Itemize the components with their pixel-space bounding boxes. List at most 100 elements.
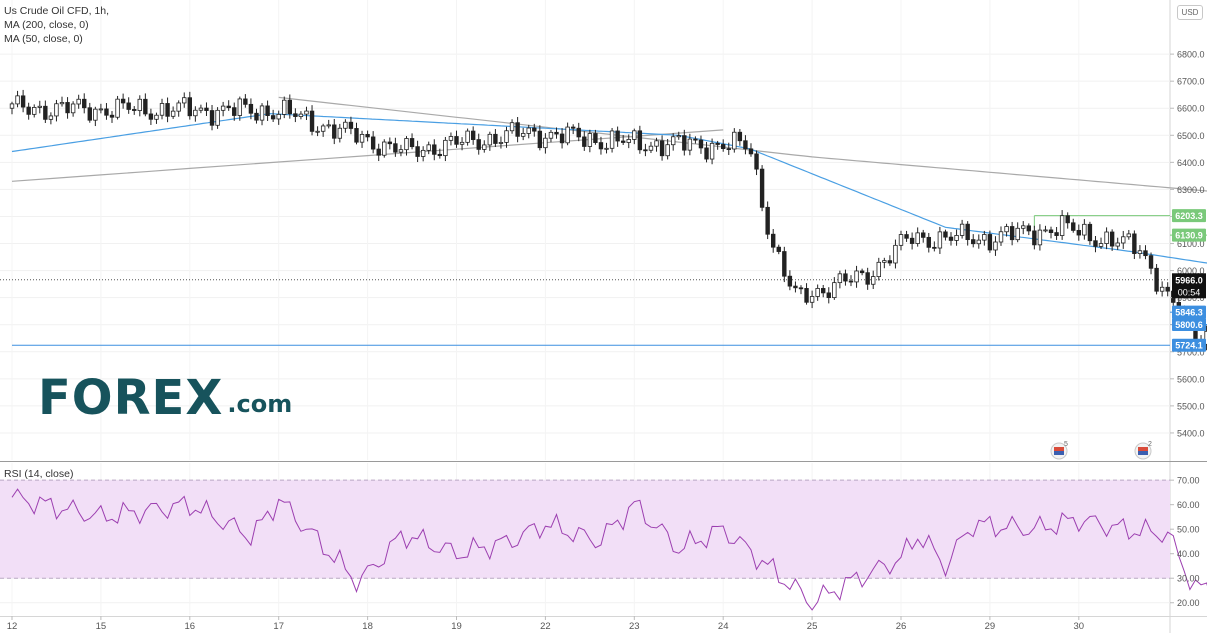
- event-flag[interactable]: 2: [1134, 441, 1152, 460]
- candle-body: [1137, 250, 1143, 254]
- candle-body: [732, 131, 737, 150]
- candle-body: [648, 145, 654, 151]
- candle-body: [309, 110, 315, 132]
- candle-body: [909, 237, 915, 244]
- candle-body: [1087, 223, 1093, 242]
- candle-body: [682, 135, 687, 151]
- price-tick-label: 6600.0: [1177, 104, 1205, 114]
- candle-body: [965, 223, 970, 241]
- ma50-legend[interactable]: MA (50, close, 0): [4, 33, 83, 45]
- time-tick-label: 18: [362, 621, 373, 632]
- candle-body: [126, 102, 131, 110]
- price-labels: 6203.3 6130.9 5846.3 5800.6 5724.1 5966.0 00:5…: [1172, 209, 1206, 352]
- candle-body: [765, 206, 770, 235]
- candle-body: [404, 138, 409, 151]
- candle-body: [587, 133, 593, 147]
- candle-body: [1004, 226, 1009, 233]
- rsi-band: [0, 480, 1170, 579]
- candle-body: [993, 241, 998, 251]
- candle-body: [20, 95, 26, 108]
- candle-body: [598, 142, 604, 150]
- candle-body: [454, 136, 459, 145]
- candle-body: [487, 133, 493, 146]
- candle-body: [1082, 223, 1087, 236]
- candle-body: [37, 105, 42, 108]
- candle-body: [998, 231, 1004, 243]
- price-tick-label: 6500.0: [1177, 131, 1205, 141]
- candle-body: [1109, 231, 1115, 247]
- rsi-line: [11, 488, 1207, 611]
- candle-body: [304, 110, 309, 115]
- candle-body: [921, 232, 926, 238]
- candle-body: [721, 144, 726, 149]
- candle-body: [954, 235, 959, 241]
- rsi-tick-label: 20.00: [1177, 598, 1200, 608]
- flag-stripe: [1138, 447, 1148, 451]
- candle-body: [776, 246, 781, 252]
- candle-body: [259, 105, 265, 121]
- candle-body: [576, 127, 581, 138]
- candle-body: [848, 280, 854, 283]
- candle-body: [248, 103, 254, 114]
- candle-body: [198, 107, 204, 111]
- time-axis[interactable]: 12 15 16 17 18 19 22 23 24 25 26 29 30: [7, 616, 1084, 632]
- price-tick-label: 6800.0: [1177, 50, 1205, 60]
- candle-body: [520, 133, 526, 137]
- currency-badge[interactable]: USD: [1177, 5, 1203, 20]
- time-tick-label: 17: [273, 621, 284, 632]
- candle-body: [804, 288, 809, 303]
- trendline: [11, 129, 724, 182]
- rsi-tick-label: 70.00: [1177, 476, 1200, 486]
- time-tick-label: 29: [985, 621, 996, 632]
- candle-body: [326, 124, 331, 127]
- level-tag-label: 5800.6: [1175, 320, 1203, 330]
- candle-body: [787, 275, 793, 287]
- candle-body: [93, 108, 98, 121]
- candle-body: [354, 128, 359, 143]
- candle-body: [565, 126, 570, 144]
- candle-body: [737, 131, 743, 142]
- candle-body: [559, 133, 565, 144]
- price-axis[interactable]: 5400.05500.05600.05700.05800.05900.06000…: [1170, 50, 1205, 609]
- candle-body: [670, 136, 676, 146]
- price-tick-label: 5500.0: [1177, 401, 1205, 411]
- candle-body: [537, 130, 543, 149]
- candle-body: [809, 296, 815, 303]
- candle-body: [526, 127, 531, 134]
- candle-body: [1015, 227, 1020, 241]
- candle-body: [270, 115, 276, 120]
- rsi-legend[interactable]: RSI (14, close): [4, 468, 74, 480]
- candle-body: [704, 147, 709, 160]
- candle-body: [1037, 229, 1043, 246]
- candle-body: [137, 98, 142, 111]
- candle-body: [443, 139, 448, 157]
- ma200-legend[interactable]: MA (200, close, 0): [4, 19, 89, 31]
- candle-body: [104, 108, 109, 116]
- event-flag[interactable]: 5: [1050, 441, 1068, 460]
- candle-body: [215, 109, 220, 126]
- time-tick-label: 22: [540, 621, 551, 632]
- candle-body: [632, 130, 637, 140]
- time-tick-label: 23: [629, 621, 640, 632]
- candle-body: [243, 98, 248, 105]
- candle-body: [554, 131, 559, 135]
- candle-body: [865, 272, 870, 285]
- candle-body: [382, 141, 387, 156]
- candle-body: [570, 126, 576, 129]
- flag-count: 5: [1064, 441, 1068, 448]
- candle-body: [1098, 243, 1104, 247]
- rsi-tick-label: 40.00: [1177, 549, 1200, 559]
- candle-body: [987, 234, 993, 251]
- candle-body: [793, 285, 798, 289]
- candle-body: [448, 136, 454, 141]
- candle-body: [532, 127, 537, 132]
- flag-stripe: [1054, 451, 1064, 455]
- candle-body: [982, 234, 987, 241]
- candle-body: [582, 136, 587, 147]
- symbol-legend[interactable]: Us Crude Oil CFD, 1h,: [4, 5, 110, 17]
- candle-body: [465, 130, 470, 143]
- candle-body: [887, 260, 893, 264]
- candlesticks: [9, 89, 1207, 351]
